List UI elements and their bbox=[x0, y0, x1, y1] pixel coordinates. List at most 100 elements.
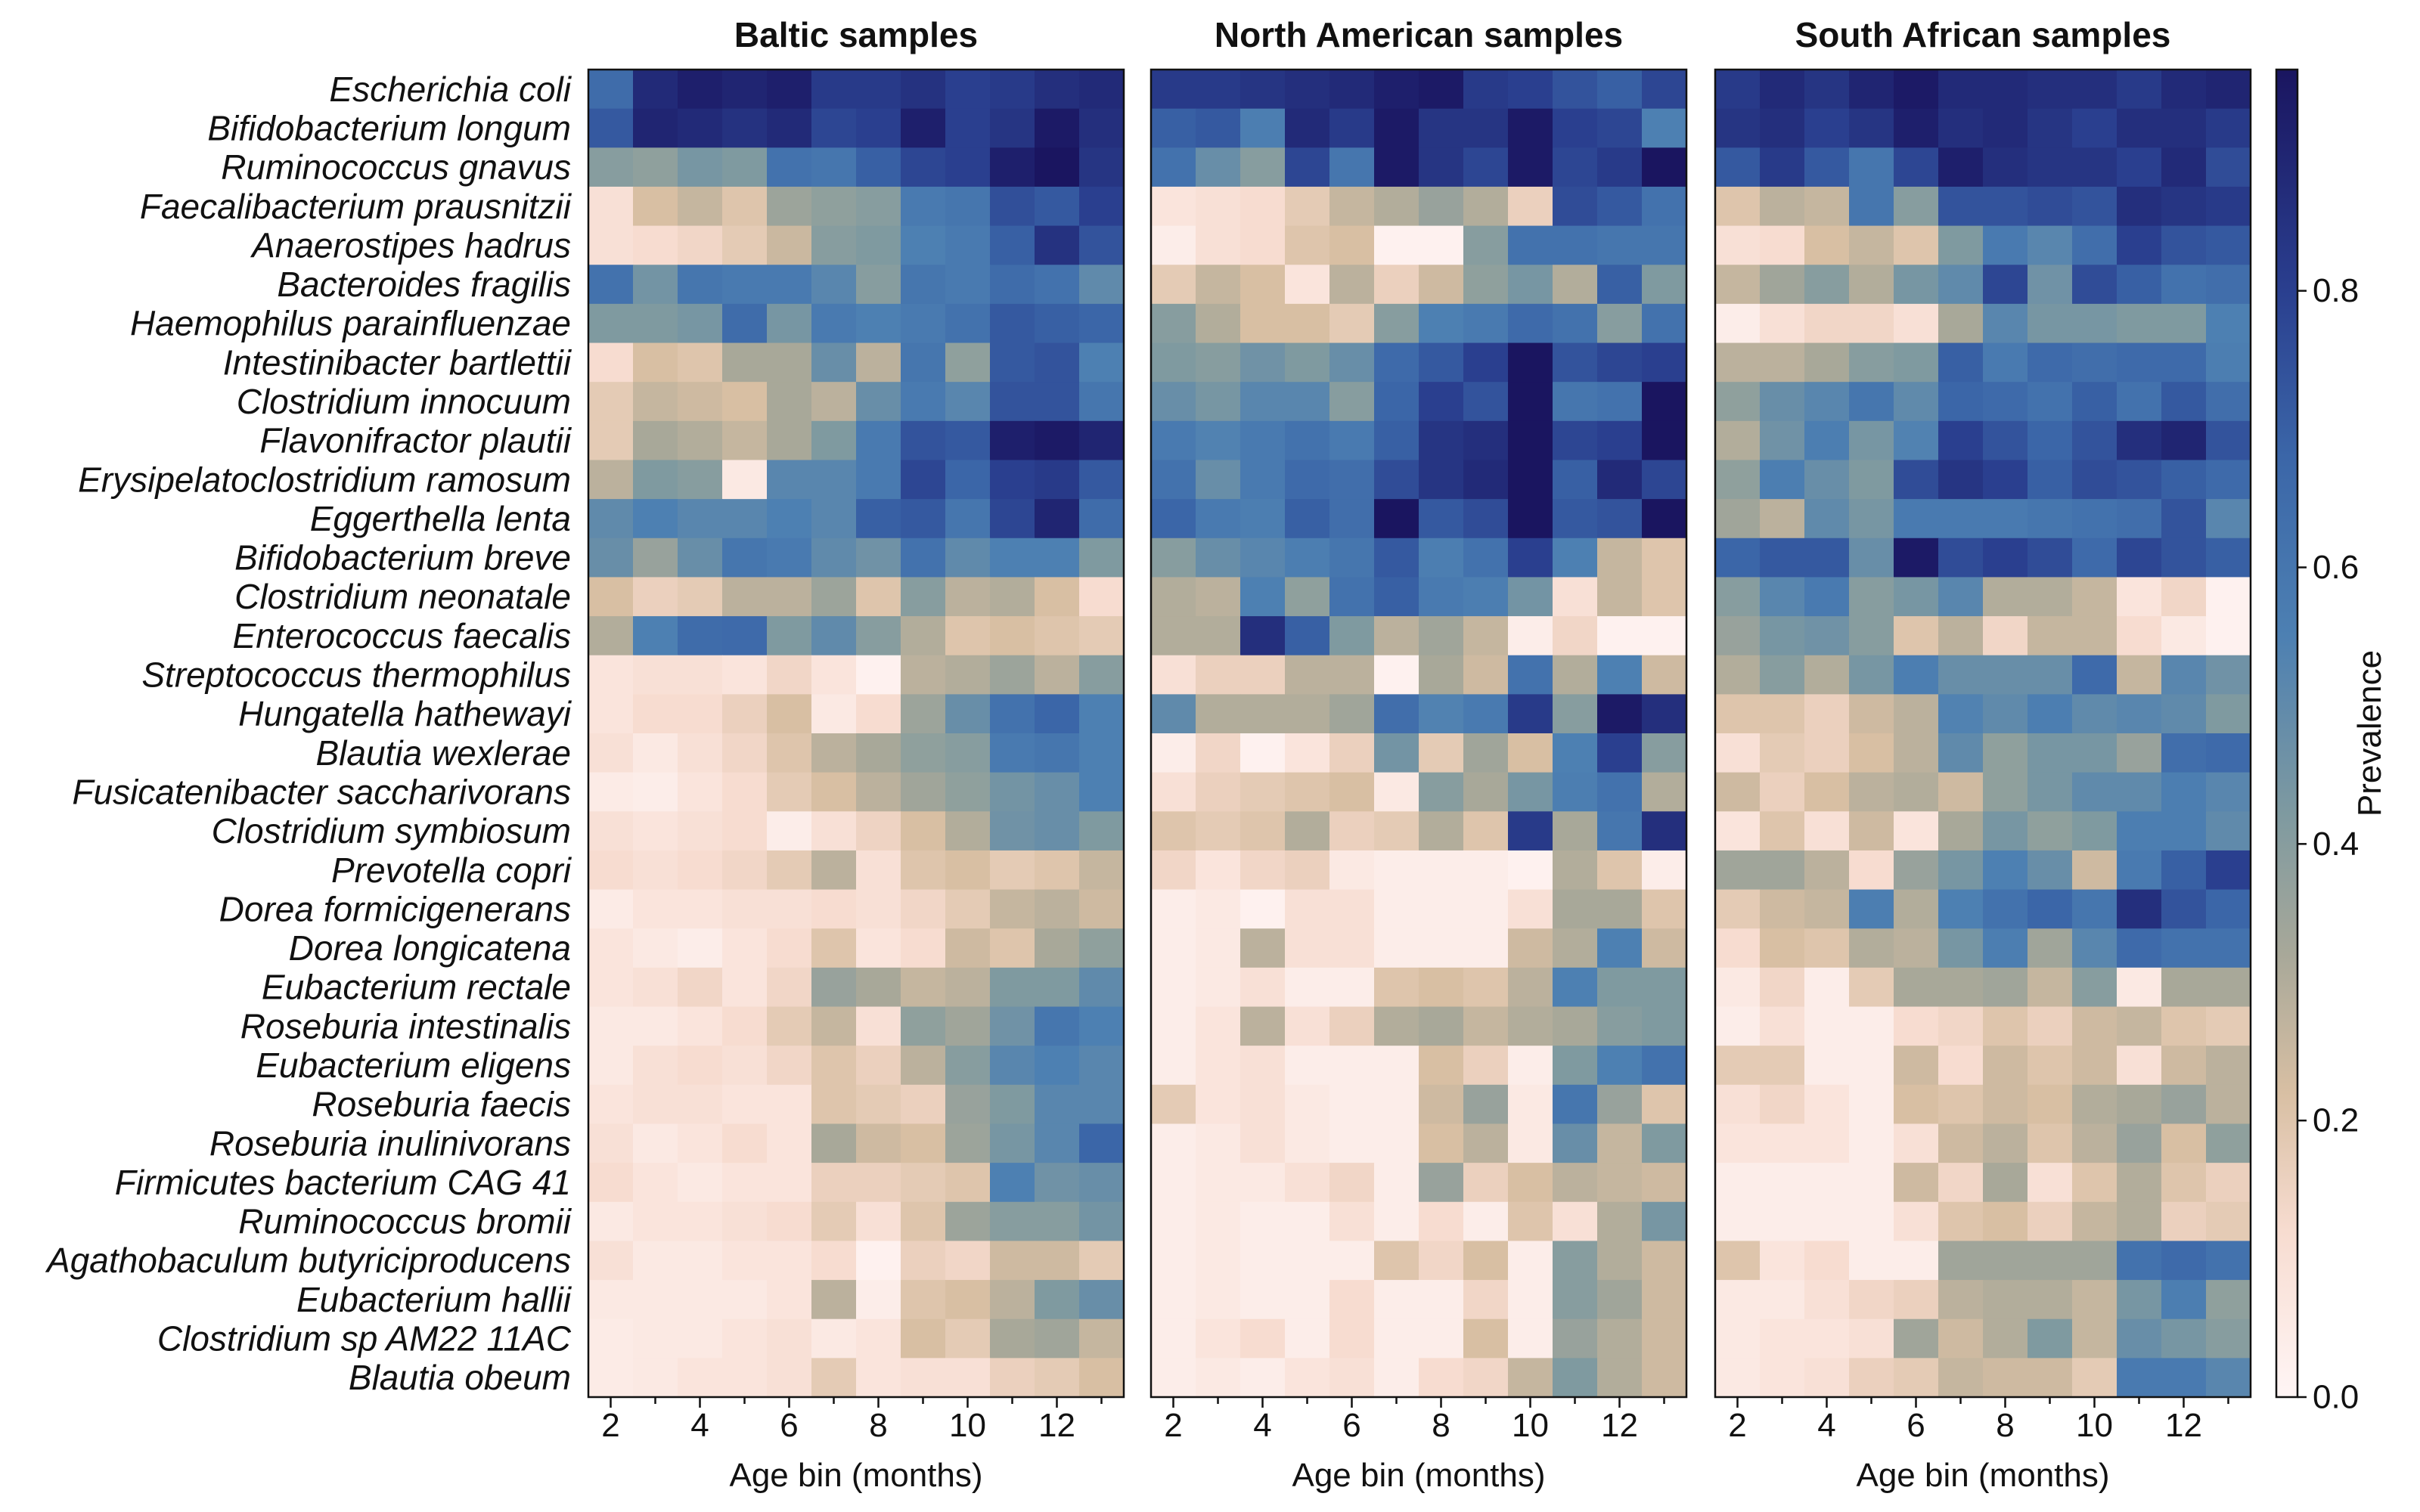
x-axis-label: Age bin (months) bbox=[729, 1457, 982, 1494]
heatmap-cell bbox=[2072, 70, 2118, 110]
heatmap-cell bbox=[1196, 538, 1241, 578]
heatmap-cell bbox=[2117, 1201, 2162, 1242]
heatmap-cell bbox=[1760, 850, 1805, 891]
heatmap-cell bbox=[633, 772, 678, 812]
heatmap-cell bbox=[1715, 889, 1761, 929]
heatmap-cell bbox=[1374, 1123, 1419, 1163]
heatmap-cell bbox=[1374, 342, 1419, 383]
heatmap-cell bbox=[678, 733, 723, 773]
heatmap-cell bbox=[633, 265, 678, 305]
heatmap-cell bbox=[2206, 1084, 2251, 1125]
heatmap-cell bbox=[990, 1006, 1035, 1046]
heatmap-cell bbox=[588, 499, 634, 539]
species-label: Enterococcus faecalis bbox=[233, 616, 571, 655]
heatmap-cell bbox=[1642, 1358, 1687, 1398]
heatmap-cell bbox=[1035, 303, 1080, 344]
heatmap-cell bbox=[990, 1280, 1035, 1320]
heatmap-cell bbox=[1463, 70, 1509, 110]
heatmap-cell bbox=[1419, 1358, 1464, 1398]
heatmap-cell bbox=[1715, 1241, 1761, 1281]
heatmap-cell bbox=[1983, 225, 2028, 265]
heatmap-cell bbox=[901, 616, 946, 656]
heatmap-cell bbox=[2028, 186, 2073, 227]
heatmap-cell bbox=[2206, 733, 2251, 773]
heatmap-cell bbox=[945, 772, 991, 812]
heatmap-cell bbox=[1374, 460, 1419, 500]
heatmap-cell bbox=[1240, 1084, 1286, 1125]
species-label: Erysipelatoclostridium ramosum bbox=[78, 460, 571, 499]
heatmap-cell bbox=[811, 1006, 857, 1046]
heatmap-cell bbox=[1079, 460, 1125, 500]
heatmap-cell bbox=[1240, 108, 1286, 148]
heatmap-cell bbox=[811, 303, 857, 344]
heatmap-cell bbox=[1508, 1046, 1553, 1086]
heatmap-cell bbox=[2161, 577, 2207, 617]
heatmap-cell bbox=[2072, 460, 2118, 500]
heatmap-cell bbox=[901, 1280, 946, 1320]
heatmap-cell bbox=[811, 889, 857, 929]
heatmap-cell bbox=[1894, 1046, 1939, 1086]
heatmap-cell bbox=[2161, 928, 2207, 968]
species-label: Streptococcus thermophilus bbox=[141, 655, 571, 695]
heatmap-cell bbox=[1374, 1201, 1419, 1242]
heatmap-cell bbox=[2161, 147, 2207, 187]
heatmap-cell bbox=[1079, 1280, 1125, 1320]
heatmap-cell bbox=[901, 811, 946, 851]
heatmap-cell bbox=[1463, 967, 1509, 1008]
heatmap-cell bbox=[1463, 1006, 1509, 1046]
heatmap-cell bbox=[2206, 382, 2251, 422]
species-label: Eubacterium eligens bbox=[256, 1046, 571, 1085]
heatmap-cell bbox=[1760, 225, 1805, 265]
species-label: Blautia wexlerae bbox=[315, 733, 571, 773]
species-label: Escherichia coli bbox=[329, 70, 572, 109]
heatmap-cell bbox=[1553, 811, 1598, 851]
heatmap-cell bbox=[722, 772, 768, 812]
heatmap-cell bbox=[588, 694, 634, 734]
heatmap-cell bbox=[1597, 303, 1643, 344]
heatmap-cell bbox=[722, 577, 768, 617]
colorbar-tick-label: 0.4 bbox=[2313, 826, 2359, 863]
heatmap-cell bbox=[1804, 577, 1850, 617]
heatmap-cell bbox=[1151, 772, 1196, 812]
heatmap-cell bbox=[2072, 1084, 2118, 1125]
heatmap-cell bbox=[1035, 1201, 1080, 1242]
heatmap-cell bbox=[1804, 382, 1850, 422]
heatmap-cell bbox=[1715, 538, 1761, 578]
heatmap-cell bbox=[1374, 577, 1419, 617]
heatmap-cell bbox=[1035, 147, 1080, 187]
heatmap-cell bbox=[1285, 928, 1330, 968]
heatmap-cell bbox=[2206, 850, 2251, 891]
heatmap-cell bbox=[588, 1318, 634, 1359]
heatmap-cell bbox=[2072, 1241, 2118, 1281]
heatmap-cell bbox=[1151, 967, 1196, 1008]
heatmap-cell bbox=[588, 70, 634, 110]
heatmap-cell bbox=[1196, 1046, 1241, 1086]
heatmap-cell bbox=[588, 889, 634, 929]
heatmap-cell bbox=[1419, 733, 1464, 773]
heatmap-cell bbox=[2028, 889, 2073, 929]
heatmap-cell bbox=[767, 1123, 812, 1163]
heatmap-cell bbox=[722, 108, 768, 148]
heatmap-cell bbox=[1849, 265, 1894, 305]
heatmap-cell bbox=[945, 1201, 991, 1242]
x-tick-label: 8 bbox=[1996, 1407, 2014, 1444]
heatmap-cell bbox=[1849, 1241, 1894, 1281]
heatmap-cell bbox=[1597, 1006, 1643, 1046]
heatmap-cell bbox=[1419, 382, 1464, 422]
heatmap-cell bbox=[1419, 1006, 1464, 1046]
heatmap-cell bbox=[1849, 1084, 1894, 1125]
heatmap-cell bbox=[1035, 733, 1080, 773]
heatmap-cell bbox=[1329, 967, 1375, 1008]
heatmap-cell bbox=[1240, 147, 1286, 187]
heatmap-cell bbox=[1597, 460, 1643, 500]
heatmap-cell bbox=[990, 1123, 1035, 1163]
heatmap-cell bbox=[856, 772, 901, 812]
heatmap-cell bbox=[588, 1280, 634, 1320]
heatmap-cell bbox=[1938, 1006, 1984, 1046]
heatmap-cell bbox=[722, 265, 768, 305]
heatmap-cell bbox=[722, 928, 768, 968]
heatmap-cell bbox=[945, 1241, 991, 1281]
heatmap-cell bbox=[1240, 1358, 1286, 1398]
heatmap-cell bbox=[2206, 460, 2251, 500]
heatmap-cell bbox=[1983, 1163, 2028, 1203]
